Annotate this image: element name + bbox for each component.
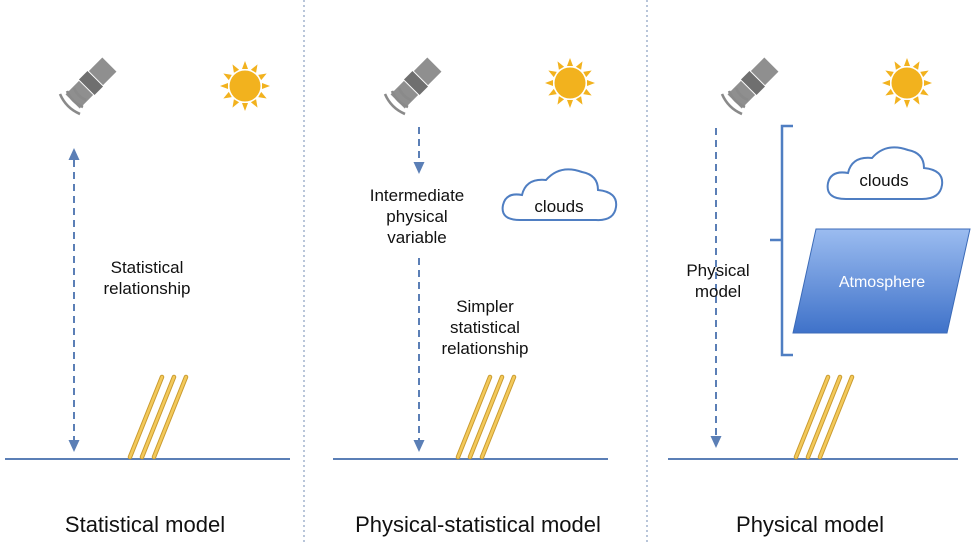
- satellite-icon: [58, 55, 119, 116]
- simpler-statistical-relationship-label: Simpler statistical relationship: [441, 297, 529, 358]
- cloud-label: clouds: [534, 197, 584, 216]
- cloud-icon: [826, 146, 944, 200]
- cloud-label: clouds: [859, 171, 909, 190]
- intermediate-physical-variable-label: Intermediate physical variable: [369, 186, 465, 247]
- atmosphere-bracket: [770, 124, 793, 357]
- sunlight-rays-icon: [458, 377, 514, 457]
- physical-model-caption: Physical model: [736, 512, 884, 537]
- satellite-icon: [720, 55, 781, 116]
- atmosphere-shape: [792, 228, 971, 334]
- sun-icon: [545, 58, 595, 108]
- statistical-model-caption: Statistical model: [64, 512, 226, 537]
- physical-statistical-model-caption: Physical-statistical model: [355, 512, 601, 537]
- physical-model-label: Physical model: [686, 261, 750, 301]
- sunlight-rays-icon: [130, 377, 186, 457]
- physical-model-arrow: [710, 128, 722, 448]
- sun-icon: [220, 61, 270, 111]
- physical-statistical-arrow: [413, 127, 425, 452]
- sunlight-rays-icon: [796, 377, 852, 457]
- atmosphere-label: Atmosphere: [838, 274, 926, 291]
- cloud-icon: [501, 168, 618, 222]
- statistical-relationship-arrow: [68, 148, 80, 452]
- satellite-icon: [383, 55, 444, 116]
- statistical-relationship-label: Statistical relationship: [103, 258, 191, 298]
- sun-icon: [882, 58, 932, 108]
